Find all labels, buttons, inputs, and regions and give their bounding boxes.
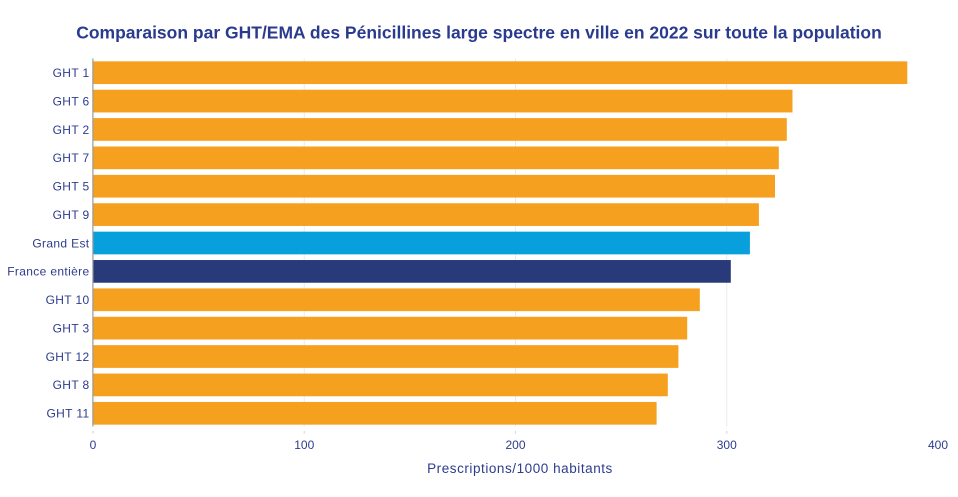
svg-text:100: 100 xyxy=(294,438,314,452)
svg-text:200: 200 xyxy=(505,438,525,452)
svg-text:France entière: France entière xyxy=(7,265,89,279)
svg-text:Comparaison par GHT/EMA des Pé: Comparaison par GHT/EMA des Pénicillines… xyxy=(76,23,882,43)
svg-text:GHT 9: GHT 9 xyxy=(53,208,90,222)
svg-text:GHT 7: GHT 7 xyxy=(53,151,90,165)
svg-text:GHT 1: GHT 1 xyxy=(53,66,90,80)
svg-text:GHT 11: GHT 11 xyxy=(46,407,89,421)
svg-text:GHT 10: GHT 10 xyxy=(46,293,90,307)
svg-text:400: 400 xyxy=(928,438,948,452)
svg-text:GHT 3: GHT 3 xyxy=(53,322,90,336)
svg-text:300: 300 xyxy=(717,438,737,452)
svg-text:Grand Est: Grand Est xyxy=(32,236,89,250)
svg-text:Prescriptions/1000 habitants: Prescriptions/1000 habitants xyxy=(427,461,613,476)
svg-text:GHT 8: GHT 8 xyxy=(53,378,90,392)
svg-text:GHT 5: GHT 5 xyxy=(53,180,90,194)
svg-text:GHT 2: GHT 2 xyxy=(53,123,90,137)
svg-text:0: 0 xyxy=(90,438,97,452)
svg-text:GHT 12: GHT 12 xyxy=(46,350,90,364)
svg-text:GHT 6: GHT 6 xyxy=(53,94,90,108)
